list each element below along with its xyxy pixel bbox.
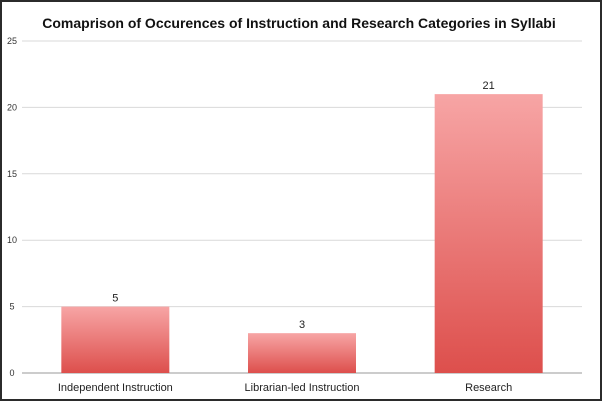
y-axis-ticks: 0 5 10 15 20 25 — [7, 36, 17, 378]
data-label: 3 — [299, 319, 305, 331]
data-labels: 5 3 21 — [112, 80, 495, 331]
chart-title: Comaprison of Occurences of Instruction … — [42, 15, 555, 31]
bars — [61, 94, 543, 374]
x-tick-label: Librarian-led Instruction — [245, 382, 360, 394]
y-tick-label: 15 — [7, 169, 17, 179]
x-tick-label: Research — [465, 382, 512, 394]
y-tick-label: 25 — [7, 36, 17, 46]
y-tick-label: 20 — [7, 102, 17, 112]
bar — [61, 306, 170, 373]
y-tick-label: 0 — [9, 368, 14, 378]
bar — [434, 94, 543, 374]
bar — [248, 333, 356, 373]
data-label: 21 — [483, 80, 495, 92]
data-label: 5 — [112, 293, 118, 305]
x-tick-label: Independent Instruction — [58, 382, 173, 394]
y-tick-label: 5 — [9, 302, 14, 312]
y-tick-label: 10 — [7, 235, 17, 245]
x-axis-labels: Independent Instruction Librarian-led Ins… — [58, 382, 512, 394]
